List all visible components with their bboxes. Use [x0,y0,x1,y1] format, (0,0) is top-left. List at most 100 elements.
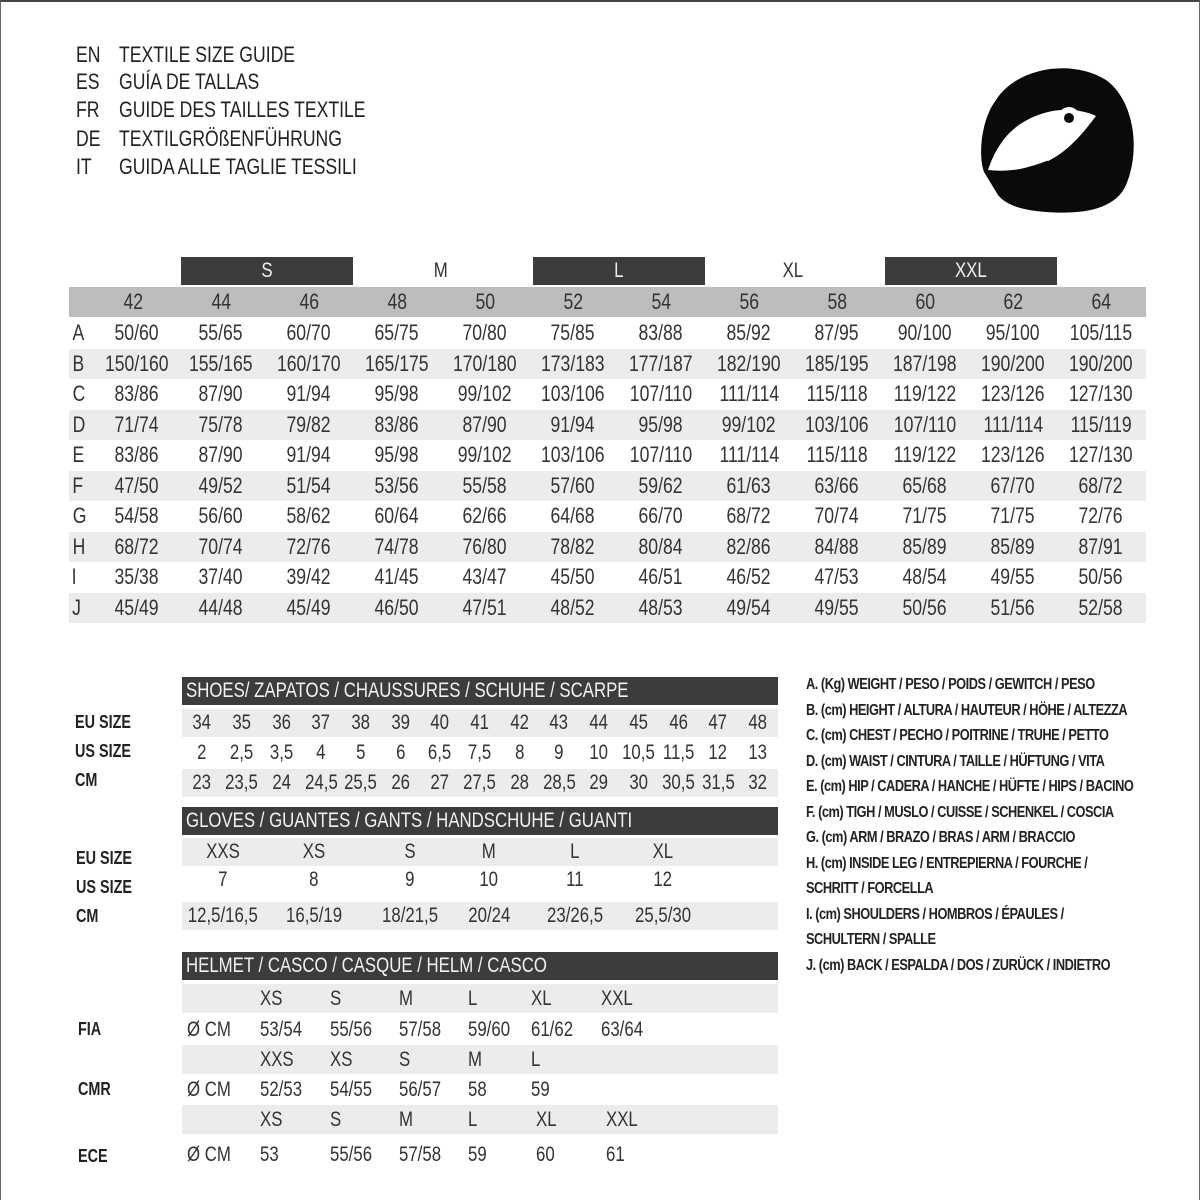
table-cell: 31,5 [698,769,738,797]
legend-item: H. (cm) INSIDE LEG / ENTREPIERNA / FOURC… [806,855,1158,873]
legend-item: C. (cm) CHEST / PECHO / POITRINE / TRUHE… [806,727,1184,745]
table-cell: 35/38 [93,562,181,592]
legend-item: D. (cm) WAIST / CINTURA / TAILLE / HÜFTU… [806,753,1179,771]
table-cell: 99/102 [441,379,529,409]
table-cell: 76/80 [441,532,529,562]
row-stripe [182,902,778,930]
table-cell-text: 70/74 [814,503,860,528]
table-cell: 165/175 [353,349,441,379]
row-label: CM [76,906,104,927]
table-cell: 60 [536,1140,559,1169]
table-cell: 11,5 [658,739,698,767]
table-cell-text: 115/118 [806,442,868,467]
table-cell-text: 7,5 [468,741,492,764]
table-cell: 65/68 [881,471,969,501]
table-cell: 95/98 [353,379,441,409]
table-cell: 11 [525,866,625,894]
table-cell: 75/85 [529,318,617,348]
table-cell-text: 62/66 [462,503,508,528]
table-cell-text: 170/180 [453,350,517,376]
table-cell: 7,5 [460,739,500,767]
table-cell: 63/66 [793,471,881,501]
table-cell-text: 85/89 [902,533,948,559]
table-cell: 111/114 [705,440,793,470]
table-cell: 9 [539,739,579,767]
unit-label-text: Ø CM [187,1142,231,1166]
table-cell-text: 83/86 [114,442,160,467]
size-cell: S [399,1045,413,1074]
table-cell-text: 95/98 [374,442,420,467]
table-cell: 66/70 [617,501,705,531]
table-cell: 83/86 [93,379,181,409]
unit-label-text: Ø CM [187,1017,231,1041]
table-cell: XXS [173,838,273,866]
table-cell-text: M [482,840,496,863]
row-label-text: E [72,442,85,467]
table-cell-text: 46/50 [374,594,420,620]
table-cell-text: 95/98 [638,411,684,437]
table-cell: 46/52 [705,562,793,592]
table-cell-text: 83/86 [114,381,160,406]
table-cell-text: 190/200 [1069,350,1133,376]
table-cell: 55/56 [330,1140,383,1169]
table-cell-text: 103/106 [541,442,605,467]
table-cell-text: 45 [629,711,648,734]
table-cell: 57/58 [399,1140,452,1169]
language-code-text: ES [76,69,100,94]
table-cell-text: 119/122 [893,442,957,467]
size-cell: XXL [601,984,641,1013]
table-cell: 85/92 [705,318,793,348]
table-cell: 48/53 [617,593,705,623]
row-label-text: US SIZE [76,877,133,897]
table-cell-text: 53 [260,1142,279,1166]
table-cell: 53/54 [260,1015,313,1044]
table-cell-text: 23 [192,771,212,794]
table-cell: 29 [579,769,619,797]
table-cell-text: 57/58 [399,1017,442,1041]
table-cell: 50/56 [1057,562,1145,592]
legend-item: B. (cm) HEIGHT / ALTURA / HAUTEUR / HÖHE… [806,702,1200,720]
table-cell-text: 37 [311,711,331,734]
size-cell: XS [260,984,288,1013]
table-cell: 78/82 [529,532,617,562]
language-code: FR [76,97,116,123]
legend-item: SCHRITT / FORCELLA [806,880,965,898]
row-label-text: G [72,503,87,528]
size-header-cell: 46 [265,287,353,317]
table-cell-text: 115/119 [1070,411,1132,437]
table-cell: 83/86 [353,410,441,440]
size-row-stripe [182,984,778,1013]
table-cell: 5 [341,739,381,767]
table-cell: 6 [381,739,421,767]
table-cell: 103/106 [793,410,881,440]
size-cell-text: L [468,1107,478,1131]
table-cell: 49/54 [705,593,793,623]
table-cell: 57/58 [399,1015,452,1044]
table-cell: 190/200 [1057,349,1145,379]
table-cell: S [360,838,460,866]
guide-title-text: TEXTILGRÖßENFÜHRUNG [119,126,342,151]
table-cell-text: 39/42 [286,564,332,589]
table-cell: 107/110 [617,379,705,409]
table-cell-text: 54/58 [114,503,160,528]
table-cell: 57/60 [529,471,617,501]
table-cell: 75/78 [177,410,265,440]
table-cell: 10,5 [619,739,659,767]
table-cell-text: 80/84 [638,533,684,559]
table-cell-text: 5 [355,741,366,764]
table-cell-text: 63/66 [814,472,860,498]
size-header-cell: 48 [353,287,441,317]
table-cell-text: 10,5 [622,741,655,764]
table-cell-text: 55/56 [330,1142,373,1166]
table-cell-text: 185/195 [805,350,869,376]
table-cell: 107/110 [617,440,705,470]
table-cell: 119/122 [881,379,969,409]
table-cell: 115/119 [1057,410,1145,440]
table-cell: 105/115 [1057,318,1145,348]
table-cell-text: XS [302,840,326,863]
table-cell: 91/94 [265,440,353,470]
table-cell-text: 95/98 [374,381,420,406]
size-cell: S [330,1105,344,1134]
row-label: E [71,440,97,470]
row-label-text: I [71,564,77,589]
